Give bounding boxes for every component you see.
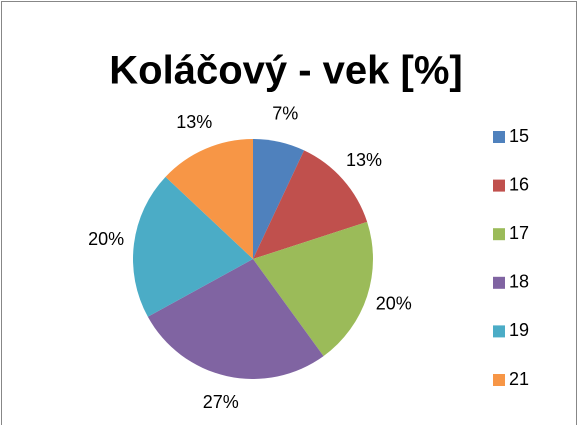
- legend-swatch: [493, 228, 505, 241]
- data-label: 20%: [88, 229, 124, 249]
- data-label: 13%: [176, 112, 212, 132]
- legend-swatch: [493, 325, 505, 338]
- legend-swatch: [493, 131, 505, 143]
- data-label: 20%: [376, 293, 412, 313]
- pie-slice: [132, 176, 253, 317]
- data-label: 13%: [346, 150, 382, 170]
- legend-swatch: [493, 276, 505, 289]
- pie-slice: [253, 150, 368, 259]
- pie-slice: [253, 221, 373, 357]
- legend-label: 15: [509, 126, 529, 146]
- pie-slice: [253, 139, 305, 259]
- legend-swatch: [493, 179, 505, 192]
- pie-slice: [147, 259, 324, 380]
- data-label: 7%: [272, 103, 298, 123]
- legend-label: 18: [509, 272, 529, 292]
- legend-label: 21: [509, 369, 529, 389]
- legend-label: 16: [509, 174, 529, 194]
- data-label: 27%: [203, 392, 239, 412]
- chart-title: Koláčový - vek [%]: [109, 49, 462, 93]
- legend-label: 17: [509, 223, 529, 243]
- pie-slice: [165, 139, 253, 259]
- legend-label: 19: [509, 320, 529, 340]
- legend-swatch: [493, 374, 505, 386]
